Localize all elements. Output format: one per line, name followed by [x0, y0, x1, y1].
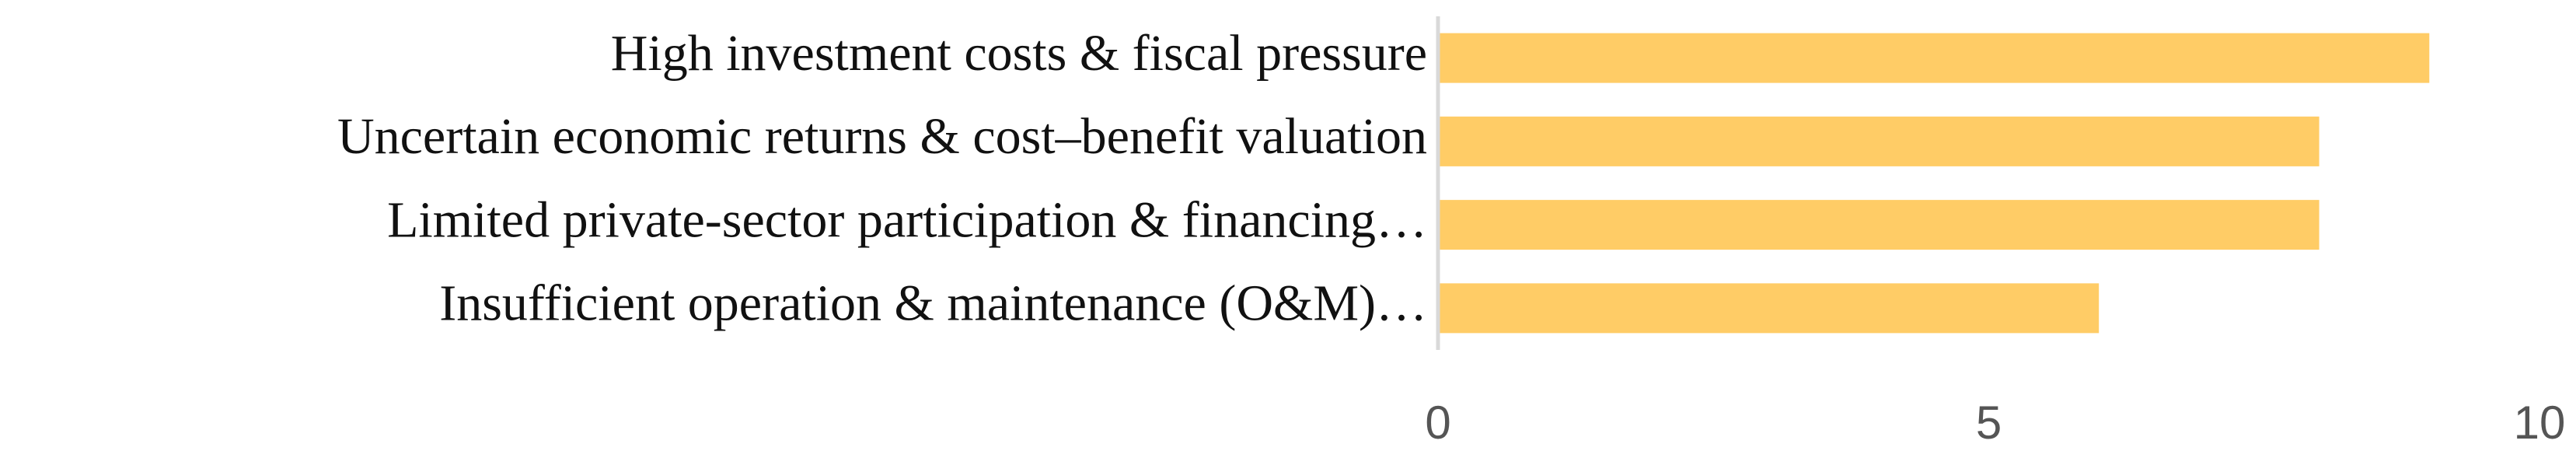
x-tick-label: 10 — [2514, 397, 2566, 449]
bar — [1438, 33, 2430, 83]
x-tick-label: 0 — [1425, 397, 1450, 449]
y-tick-label: Limited private-sector participation & f… — [387, 191, 1427, 248]
y-tick-label: Insufficient operation & maintenance (O&… — [439, 275, 1427, 332]
bar — [1438, 283, 2100, 334]
x-tick-label: 5 — [1976, 397, 2002, 449]
y-tick-label: High investment costs & fiscal pressure — [611, 25, 1427, 82]
y-tick-label: Uncertain economic returns & cost–benefi… — [337, 108, 1427, 165]
bar — [1438, 116, 2319, 166]
bar — [1438, 200, 2319, 250]
